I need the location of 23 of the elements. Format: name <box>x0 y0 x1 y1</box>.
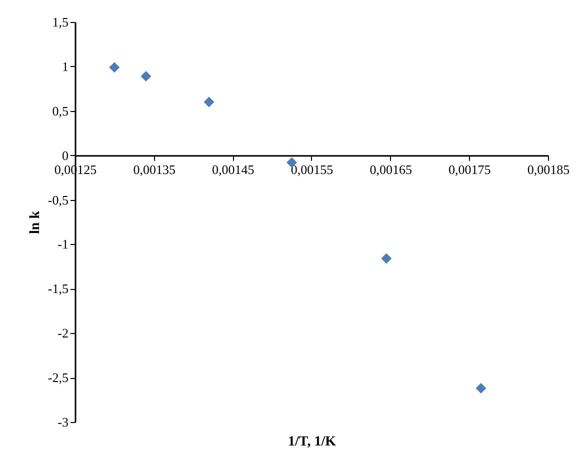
y-tick-label: 1 <box>62 58 68 74</box>
y-tick-label: -1 <box>58 236 68 252</box>
point <box>109 62 120 73</box>
point <box>476 382 486 394</box>
y-tick-label: 0,5 <box>52 103 68 118</box>
y-tick-label: -1,5 <box>48 281 68 296</box>
y-tick-label: 1,5 <box>52 14 68 30</box>
y-tick-label: -2,5 <box>48 370 68 386</box>
y-tick-label: -0,5 <box>48 192 68 208</box>
point <box>381 253 392 264</box>
x-tick-label: 0,00185 <box>527 162 570 177</box>
point <box>204 96 214 108</box>
x-tick-label: 0,00155 <box>290 162 334 177</box>
point <box>140 70 152 82</box>
x-tick-label: 0,00175 <box>448 162 491 177</box>
x-axis-title: 1/T, 1/K <box>288 434 336 450</box>
x-tick-label: 0,00145 <box>212 162 254 177</box>
x-tick-label: 0,00135 <box>133 162 176 177</box>
x-tick-label: 0,00165 <box>370 162 412 177</box>
y-tick-label: -3 <box>58 414 68 430</box>
y-tick-label: -2 <box>58 326 68 341</box>
y-axis-title: ln k <box>28 210 43 234</box>
y-tick-label: 0 <box>62 148 68 163</box>
